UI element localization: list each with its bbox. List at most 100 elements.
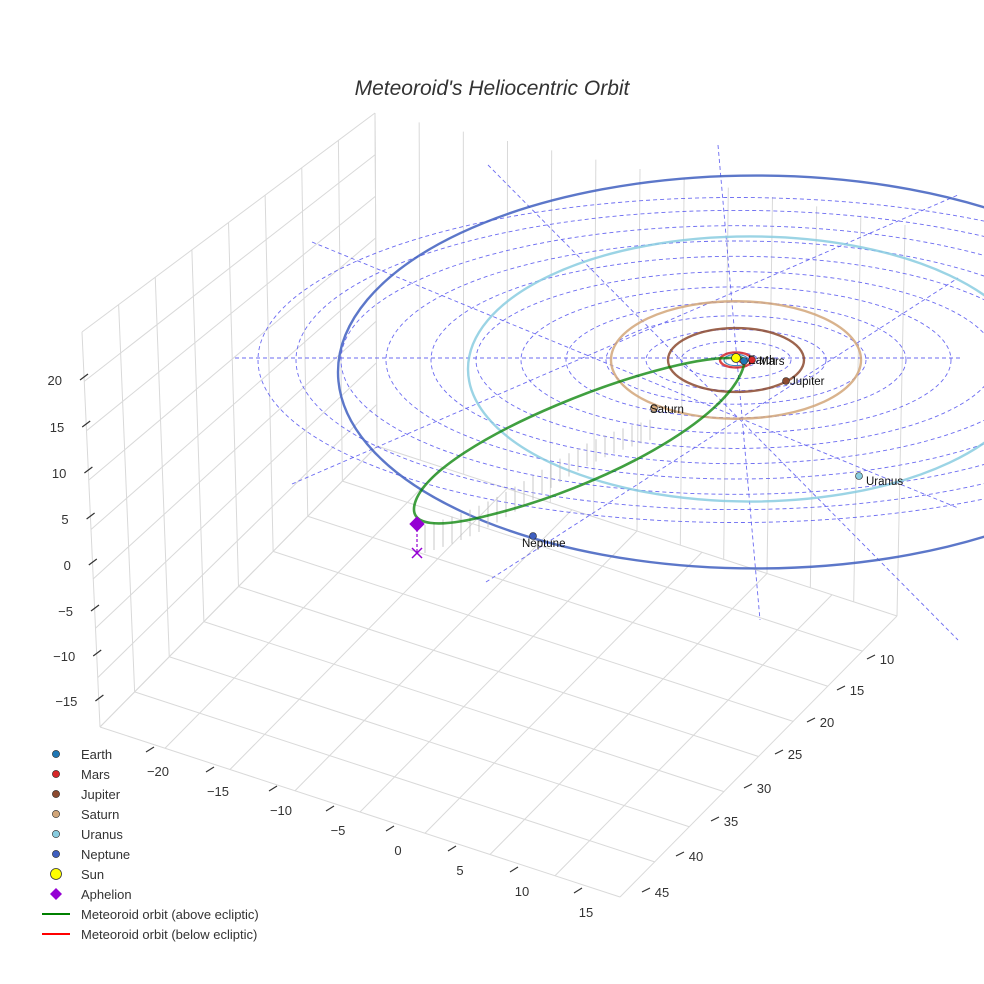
legend-label: Meteoroid orbit (below ecliptic) bbox=[81, 927, 257, 942]
z-axis-tick bbox=[92, 649, 102, 657]
y-axis-tick-label: 35 bbox=[724, 814, 738, 829]
wall-grid-line bbox=[81, 112, 376, 333]
orbit-jupiter bbox=[666, 326, 806, 394]
z-axis-tick-label: −15 bbox=[55, 694, 77, 709]
box-grid bbox=[81, 112, 906, 898]
wall-grid-line bbox=[83, 154, 376, 382]
z-axis-tick-label: 15 bbox=[50, 420, 64, 435]
x-axis-tick bbox=[145, 746, 155, 753]
wall-grid-line bbox=[86, 195, 376, 432]
ecliptic-grid-circle bbox=[520, 286, 952, 434]
ecliptic-grid-circle bbox=[430, 255, 984, 465]
ecliptic-grid-spoke bbox=[311, 241, 959, 509]
wall-grid-line bbox=[90, 279, 377, 530]
y-axis-tick-label: 30 bbox=[757, 781, 771, 796]
planet-earth bbox=[740, 357, 748, 365]
wall-grid-line bbox=[95, 362, 377, 629]
orbit-neptune bbox=[336, 174, 984, 570]
x-axis-tick-label: 5 bbox=[456, 863, 463, 878]
wall-grid-line bbox=[723, 187, 729, 560]
z-axis-tick bbox=[86, 512, 95, 520]
legend-marker bbox=[52, 750, 60, 758]
aphelion-marker bbox=[409, 516, 425, 532]
legend-marker bbox=[50, 868, 62, 880]
z-axis-tick bbox=[81, 420, 91, 428]
legend-marker bbox=[52, 830, 60, 838]
x-axis-tick-label: 10 bbox=[515, 884, 529, 899]
ecliptic-grid-spoke bbox=[485, 277, 959, 583]
wall-grid-line bbox=[506, 140, 508, 489]
y-axis-tick bbox=[836, 685, 846, 691]
planet-label-uranus: Uranus bbox=[866, 476, 903, 488]
planet-label-saturn: Saturn bbox=[650, 404, 684, 416]
planet-jupiter bbox=[782, 377, 790, 385]
y-axis-tick bbox=[675, 851, 685, 857]
planet-saturn bbox=[650, 404, 658, 412]
legend-marker bbox=[52, 850, 60, 858]
floor-grid-line bbox=[203, 621, 725, 793]
floor-grid-line bbox=[99, 726, 621, 898]
y-axis-tick-label: 45 bbox=[655, 885, 669, 900]
chart-title: Meteoroid's Heliocentric Orbit bbox=[355, 77, 631, 100]
ecliptic-grid-circle bbox=[340, 225, 984, 495]
floor-grid-line bbox=[342, 480, 863, 652]
x-axis-tick-label: 0 bbox=[394, 843, 401, 858]
y-axis-tick-label: 25 bbox=[788, 747, 802, 762]
planet-mars bbox=[748, 356, 756, 364]
planet-orbits bbox=[336, 174, 984, 570]
x-axis-tick bbox=[385, 825, 395, 832]
wall-grid-line bbox=[853, 215, 862, 602]
z-axis-tick-label: 20 bbox=[48, 373, 62, 388]
y-axis-tick bbox=[866, 654, 876, 660]
x-axis-tick-label: −5 bbox=[331, 823, 346, 838]
legend-label: Meteoroid orbit (above ecliptic) bbox=[81, 907, 259, 922]
wall-grid-line bbox=[636, 168, 641, 532]
x-axis-tick bbox=[509, 866, 519, 873]
z-axis-tick-label: −10 bbox=[53, 649, 75, 664]
x-axis-tick bbox=[573, 887, 583, 894]
legend-label: Jupiter bbox=[81, 787, 121, 802]
x-axis-tick bbox=[325, 805, 335, 812]
floor-grid-line bbox=[169, 656, 690, 828]
meteoroid-orbit bbox=[409, 355, 746, 559]
wall-grid-line bbox=[809, 206, 818, 588]
z-axis-tick bbox=[88, 558, 98, 566]
y-axis-tick-label: 15 bbox=[850, 683, 864, 698]
y-axis-tick-label: 20 bbox=[820, 715, 834, 730]
ecliptic-grid-circle bbox=[295, 209, 984, 511]
floor-grid-line bbox=[134, 691, 655, 863]
z-axis-tick-label: −5 bbox=[58, 604, 73, 619]
axes: 20 15 10 5 0 −5 −10 −15 −20 −15 −10 −5 0 5 10 15 10 15 20 2… bbox=[48, 373, 895, 920]
planet-uranus bbox=[855, 472, 863, 480]
wall-grid-line bbox=[896, 224, 906, 617]
wall-grid-line bbox=[766, 196, 773, 574]
legend-marker bbox=[52, 770, 60, 778]
legend-label: Uranus bbox=[81, 827, 123, 842]
legend-marker bbox=[52, 790, 60, 798]
legend: Earth Mars Jupiter Saturn Uranus Neptune Sun Ap… bbox=[42, 747, 259, 942]
y-axis-tick bbox=[641, 887, 651, 893]
legend-label: Aphelion bbox=[81, 887, 132, 902]
planet-label-mars: Mars bbox=[759, 356, 785, 368]
ecliptic-grid-spoke bbox=[717, 144, 761, 621]
z-axis-tick bbox=[84, 466, 93, 474]
legend-label: Neptune bbox=[81, 847, 130, 862]
z-axis-tick-label: 0 bbox=[64, 558, 71, 573]
floor-grid-line bbox=[307, 515, 828, 687]
ecliptic-grid-circle bbox=[645, 328, 827, 392]
x-axis-tick-label: 15 bbox=[579, 905, 593, 920]
orbit-uranus bbox=[466, 235, 984, 503]
x-axis-tick bbox=[268, 785, 278, 792]
ecliptic-grid-circle bbox=[605, 315, 867, 405]
floor-grid-line bbox=[272, 550, 794, 722]
z-axis-tick-label: 5 bbox=[61, 512, 68, 527]
y-axis-tick-label: 40 bbox=[689, 849, 703, 864]
y-axis-tick bbox=[743, 783, 753, 789]
y-axis-tick bbox=[710, 816, 720, 822]
wall-grid-line bbox=[593, 159, 597, 517]
orbit-saturn bbox=[609, 300, 863, 420]
legend-label: Sun bbox=[81, 867, 104, 882]
z-axis-tick-label: 10 bbox=[52, 466, 66, 481]
